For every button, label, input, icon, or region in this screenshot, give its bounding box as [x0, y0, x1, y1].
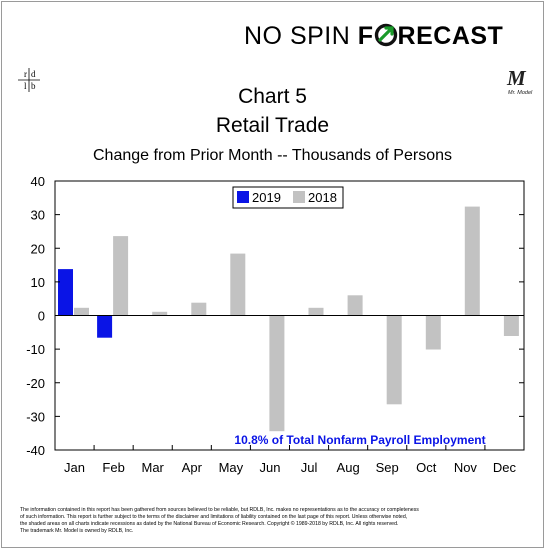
bar-2018-jan [74, 307, 89, 316]
x-tick-label-sep: Sep [376, 460, 399, 475]
svg-text:r: r [24, 69, 27, 79]
x-tick-label-dec: Dec [493, 460, 517, 475]
legend-box [232, 186, 344, 209]
footer-line: the shaded areas on all charts indicate … [20, 521, 399, 527]
chart-ylabel: Change from Prior Month -- Thousands of … [93, 147, 452, 164]
svg-text:d: d [31, 69, 36, 79]
y-tick-label: 40 [31, 174, 45, 189]
bar-2019-jan [58, 269, 73, 316]
y-axis: -40 -30 -20 -10 0 10 20 30 40 [26, 174, 524, 458]
svg-text:Mr. Model: Mr. Model [508, 90, 533, 96]
bar-2018-may [230, 253, 246, 316]
svg-text:b: b [31, 81, 36, 91]
y-tick-label: -30 [26, 409, 45, 424]
bar-2018-sep [386, 315, 402, 405]
svg-text:l: l [24, 81, 27, 91]
x-tick-label-oct: Oct [416, 460, 437, 475]
bar-chart: -40 -30 -20 -10 0 10 20 30 40 Jan Feb Mar Apr May Jun… [26, 174, 525, 475]
logo-text-f: F [357, 22, 374, 50]
bar-2018-mar [152, 311, 168, 316]
bar-2018-feb [113, 236, 129, 316]
legend-label-2019: 2019 [252, 190, 281, 205]
bar-2018-oct [425, 315, 441, 350]
bars-group [58, 206, 519, 432]
logo-text-recast: RECAST [397, 22, 504, 50]
x-tick-label-may: May [219, 460, 244, 475]
chart-subtitle: Retail Trade [215, 114, 330, 137]
bar-2018-jun [269, 315, 285, 432]
x-tick-label-mar: Mar [142, 460, 165, 475]
chart-title: Chart 5 [238, 85, 307, 108]
no-spin-forecast-logo: NO SPIN F RECAST [244, 22, 534, 56]
x-tick-label-jan: Jan [64, 460, 85, 475]
bar-2018-apr [191, 302, 207, 316]
bar-2018-jul [308, 307, 324, 316]
legend-label-2018: 2018 [308, 190, 337, 205]
mr-model-icon: M Mr. Model [506, 66, 533, 96]
legend-swatch-2018 [293, 191, 305, 203]
y-tick-label: -20 [26, 376, 45, 391]
footer-line: of such information. This report is furt… [20, 514, 408, 520]
y-tick-label: -10 [26, 342, 45, 357]
legend: 2019 2018 [232, 186, 344, 209]
bar-2018-aug [347, 295, 363, 316]
y-tick-label: -40 [26, 443, 45, 458]
y-tick-label: 30 [31, 208, 45, 223]
x-tick-label-feb: Feb [102, 460, 124, 475]
bar-2018-nov [464, 206, 480, 316]
logo-text-nospin: NO SPIN [244, 22, 358, 50]
footer-line: The trademark Mr. Model is owned by RDLB… [20, 528, 134, 534]
logo-arrow-icon [374, 23, 397, 47]
chart-annotation: 10.8% of Total Nonfarm Payroll Employmen… [234, 433, 485, 447]
rdlb-logo: r d l b [14, 66, 44, 94]
x-tick-label-nov: Nov [454, 460, 478, 475]
bar-2018-dec [503, 315, 519, 336]
rdlb-logo-icon: r d l b [18, 68, 40, 92]
y-tick-label: 0 [38, 309, 45, 324]
y-tick-label: 20 [31, 241, 45, 256]
disclaimer-footer: The information contained in this report… [20, 507, 540, 535]
svg-text:M: M [506, 66, 527, 90]
legend-swatch-2019 [237, 191, 249, 203]
x-tick-label-jun: Jun [259, 460, 280, 475]
bar-2019-feb [97, 315, 113, 338]
mr-model-logo: M Mr. Model [503, 66, 539, 96]
x-tick-label-apr: Apr [182, 460, 203, 475]
x-tick-label-aug: Aug [337, 460, 360, 475]
y-tick-label: 10 [31, 275, 45, 290]
x-axis: Jan Feb Mar Apr May Jun Jul Aug Sep Oct Nov Dec [64, 445, 517, 475]
footer-line: The information contained in this report… [20, 507, 419, 513]
x-tick-label-jul: Jul [301, 460, 318, 475]
